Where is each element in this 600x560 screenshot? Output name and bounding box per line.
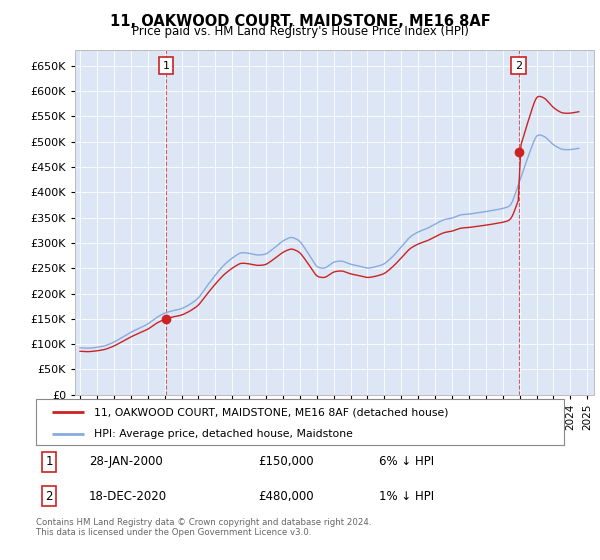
Text: 28-JAN-2000: 28-JAN-2000 (89, 455, 163, 468)
Text: 11, OAKWOOD COURT, MAIDSTONE, ME16 8AF: 11, OAKWOOD COURT, MAIDSTONE, ME16 8AF (110, 14, 490, 29)
Text: 11, OAKWOOD COURT, MAIDSTONE, ME16 8AF (detached house): 11, OAKWOOD COURT, MAIDSTONE, ME16 8AF (… (94, 407, 449, 417)
Text: Price paid vs. HM Land Registry's House Price Index (HPI): Price paid vs. HM Land Registry's House … (131, 25, 469, 38)
Text: 18-DEC-2020: 18-DEC-2020 (89, 489, 167, 502)
Text: £480,000: £480,000 (258, 489, 313, 502)
Text: 2: 2 (46, 489, 53, 502)
Text: £150,000: £150,000 (258, 455, 313, 468)
FancyBboxPatch shape (36, 399, 564, 445)
Text: 6% ↓ HPI: 6% ↓ HPI (379, 455, 434, 468)
Text: 1% ↓ HPI: 1% ↓ HPI (379, 489, 434, 502)
Text: 2: 2 (515, 60, 523, 71)
Text: 1: 1 (46, 455, 53, 468)
Text: HPI: Average price, detached house, Maidstone: HPI: Average price, detached house, Maid… (94, 429, 353, 438)
Text: 1: 1 (163, 60, 169, 71)
Text: Contains HM Land Registry data © Crown copyright and database right 2024.
This d: Contains HM Land Registry data © Crown c… (36, 518, 371, 538)
